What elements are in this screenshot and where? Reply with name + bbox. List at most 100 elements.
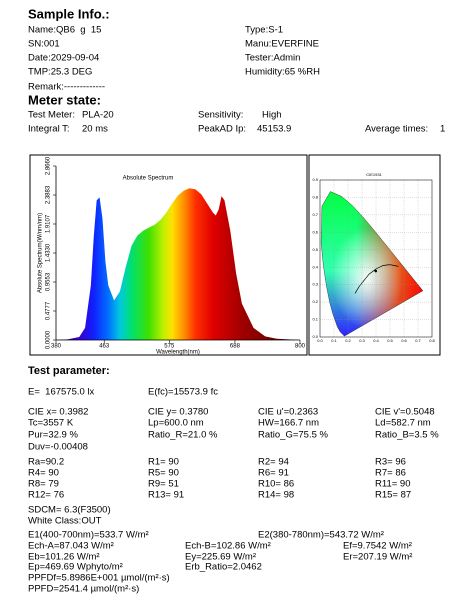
parameter: White Class:OUT <box>28 516 102 527</box>
parameter: Ratio_B=3.5 % <box>375 430 439 441</box>
info-field: Type:S-1 <box>245 25 283 36</box>
section-title: Sample Info.: <box>28 6 110 21</box>
y-tick-label: 0.4 <box>312 264 318 269</box>
parameter: Ef=9.7542 W/m² <box>343 541 412 552</box>
info-field: Tester:Admin <box>245 53 300 64</box>
x-tick-label: 0.1 <box>331 338 337 343</box>
parameter: Pur=32.9 % <box>28 430 78 441</box>
info-field: Manu:EVERFINE <box>245 39 319 50</box>
y-tick-label: 2.3883 <box>46 185 52 204</box>
x-tick-label: 800 <box>295 344 306 350</box>
y-tick-label: 1.4330 <box>46 243 52 262</box>
section-title: Test parameter: <box>28 365 110 377</box>
meter-field: Test Meter: <box>28 110 75 121</box>
parameter: R10= 86 <box>258 479 294 490</box>
parameter: PPFD=2541.4 µmol/(m²·s) <box>28 584 139 595</box>
parameter: CIE x= 0.3982 <box>28 407 88 418</box>
x-tick-label: 0.2 <box>345 338 351 343</box>
x-tick-label: 463 <box>99 344 110 350</box>
spectrum-area <box>56 188 300 340</box>
parameter: Ratio_R=21.0 % <box>148 430 218 441</box>
chart-title: Absolute Spectrum <box>123 176 174 182</box>
parameter: R12= 76 <box>28 490 64 501</box>
x-tick-label: 0.3 <box>359 338 365 343</box>
parameter: R2= 94 <box>258 457 289 468</box>
meter-field: 20 ms <box>82 124 108 135</box>
parameter: Eb=101.26 W/m² <box>28 552 100 563</box>
parameter: Ech-A=87.043 W/m² <box>28 541 114 552</box>
parameter: SDCM= 6.3(F3500) <box>28 505 111 516</box>
info-field: Humidity:65 %RH <box>245 67 320 78</box>
parameter: Duv=-0.00408 <box>28 442 88 453</box>
y-tick-label: 0.7 <box>312 212 318 217</box>
parameter: HW=166.7 nm <box>258 418 319 429</box>
y-tick-label: 0.0 <box>312 334 318 339</box>
x-axis-label: Wavelength(nm) <box>156 350 200 356</box>
gamut-outline <box>320 191 424 337</box>
parameter: CIE u'=0.2363 <box>258 407 318 418</box>
parameter: E2(380-780nm)=543.72 W/m² <box>258 530 384 541</box>
x-tick-label: 575 <box>164 344 175 350</box>
y-tick-label: 0.2 <box>312 299 318 304</box>
meter-field: High <box>262 110 282 121</box>
x-tick-label: 0.6 <box>401 338 407 343</box>
chromaticity-point <box>374 269 378 273</box>
y-tick-label: 0.9 <box>312 177 318 182</box>
parameter: Ep=469.69 Wphyto/m² <box>28 562 123 573</box>
parameter: Lp=600.0 nm <box>148 418 204 429</box>
parameter: R1= 90 <box>148 457 179 468</box>
x-tick-label: 0.4 <box>373 338 379 343</box>
y-tick-label: 2.8660 <box>46 156 52 175</box>
parameter: Tc=3557 K <box>28 418 74 429</box>
parameter: R15= 87 <box>375 490 411 501</box>
parameter: Ld=582.7 nm <box>375 418 431 429</box>
meter-field: PLA-20 <box>82 110 114 121</box>
y-tick-label: 0.9553 <box>46 272 52 291</box>
parameter: CIE v'=0.5048 <box>375 407 435 418</box>
meter-field: 1 <box>440 124 445 135</box>
planckian-locus <box>354 264 399 294</box>
parameter: R11= 90 <box>375 479 410 490</box>
x-tick-label: 0.5 <box>387 338 393 343</box>
parameter: CIE y= 0.3780 <box>148 407 208 418</box>
parameter: R13= 91 <box>148 490 184 501</box>
y-tick-label: 0.4777 <box>46 301 52 320</box>
parameter: E= 167575.0 lx <box>28 387 95 398</box>
parameter: Ra=90.2 <box>28 457 64 468</box>
parameter: Erb_Ratio=2.0462 <box>185 562 262 573</box>
y-tick-label: 0.8 <box>312 195 318 200</box>
x-tick-label: 380 <box>51 344 62 350</box>
info-field: TMP:25.3 DEG <box>28 67 92 78</box>
meter-field: 45153.9 <box>257 124 291 135</box>
meter-field: PeakAD Ip: <box>198 124 246 135</box>
parameter: R7= 86 <box>375 468 406 479</box>
chart-title: CIE1931 <box>366 172 382 177</box>
y-tick-label: 1.9107 <box>46 214 52 233</box>
x-tick-label: 0.7 <box>415 338 421 343</box>
parameter: Ey=225.69 W/m² <box>185 552 256 563</box>
meter-field: Sensitivity: <box>198 110 243 121</box>
x-tick-label: 0.8 <box>429 338 435 343</box>
parameter: R4= 90 <box>28 468 59 479</box>
parameter: R14= 98 <box>258 490 294 501</box>
meter-field: Average times: <box>365 124 428 135</box>
parameter: R6= 91 <box>258 468 289 479</box>
parameter: Er=207.19 W/m² <box>343 552 412 563</box>
parameter: E1(400-700nm)=533.7 W/m² <box>28 530 149 541</box>
info-field: Remark:------------- <box>28 82 105 93</box>
info-field: Date:2029-09-04 <box>28 53 99 64</box>
parameter: Ech-B=102.86 W/m² <box>185 541 271 552</box>
x-tick-label: 0.0 <box>317 338 323 343</box>
y-tick-label: 0.1 <box>312 317 318 322</box>
y-tick-label: 0.3 <box>312 282 318 287</box>
gamut <box>321 191 423 337</box>
parameter: Ratio_G=75.5 % <box>258 430 329 441</box>
cie-frame <box>308 154 441 356</box>
section-title: Meter state: <box>28 92 101 107</box>
info-field: SN:001 <box>28 39 60 50</box>
parameter: R8= 79 <box>28 479 59 490</box>
x-tick-label: 688 <box>230 344 241 350</box>
parameter: E(fc)=15573.9 fc <box>148 387 218 398</box>
y-tick-label: 0.0000 <box>46 330 52 349</box>
